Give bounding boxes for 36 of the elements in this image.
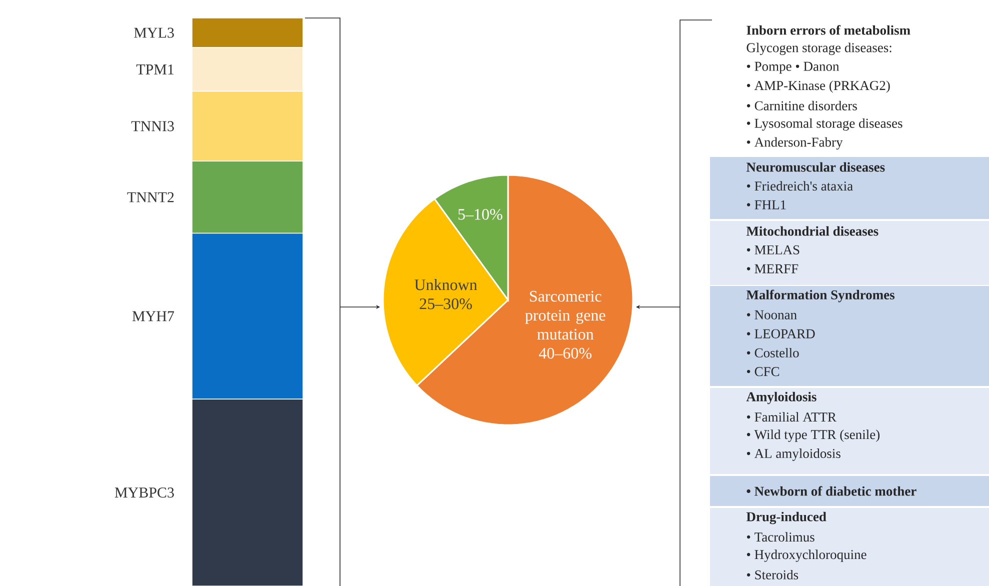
text: • Carnitine disorders bbox=[746, 100, 857, 110]
slice-label: Sarcomeric protein gene mutation 40–60% bbox=[525, 290, 606, 359]
text: • MELAS bbox=[746, 245, 800, 254]
text: Amyloidosis bbox=[746, 392, 816, 404]
text: Drug-induced bbox=[746, 512, 826, 524]
series-label: TNNT2 bbox=[127, 192, 174, 202]
text: • Pompe • Danon bbox=[746, 62, 840, 74]
series-label: TNNI3 bbox=[131, 120, 174, 132]
text: • Costello bbox=[746, 348, 799, 358]
series-label: MYL3 bbox=[134, 28, 174, 38]
text: • Noonan bbox=[746, 310, 797, 320]
text: • CFC bbox=[746, 366, 780, 376]
slice-label: Unknown 25–30% bbox=[414, 278, 478, 310]
text: • Anderson-Fabry bbox=[746, 137, 843, 150]
text: • LEOPARD bbox=[746, 329, 815, 338]
text: Neuromuscular diseases bbox=[746, 162, 885, 172]
text: • Friedreich's ataxia bbox=[746, 180, 853, 190]
slice-label: 5–10% bbox=[458, 208, 502, 220]
text: • Familial ATTR bbox=[746, 412, 836, 422]
text: • Lysosomal storage diseases bbox=[746, 118, 902, 130]
text: • AL amyloidosis bbox=[746, 448, 840, 461]
series-label: MYH7 bbox=[132, 311, 174, 321]
text: • Tacrolimus bbox=[746, 532, 814, 542]
text: • FHL1 bbox=[746, 200, 786, 210]
text: • AMP-Kinase (PRKAG2) bbox=[746, 80, 890, 93]
text: Malformation Syndromes bbox=[746, 290, 894, 302]
text: Mitochondrial diseases bbox=[746, 226, 878, 236]
text: • Hydroxychloroquine bbox=[746, 549, 866, 562]
text: • Newborn of diabetic mother bbox=[746, 486, 916, 496]
series-label: TPM1 bbox=[136, 64, 174, 74]
text: • MERFF bbox=[746, 264, 798, 274]
text: • Wild type TTR (senile) bbox=[746, 429, 880, 442]
text: Glycogen storage diseases: bbox=[746, 42, 892, 55]
series-label: MYBPC3 bbox=[114, 487, 174, 498]
text: Inborn errors of metabolism bbox=[746, 24, 910, 35]
text: • Steroids bbox=[746, 570, 798, 580]
